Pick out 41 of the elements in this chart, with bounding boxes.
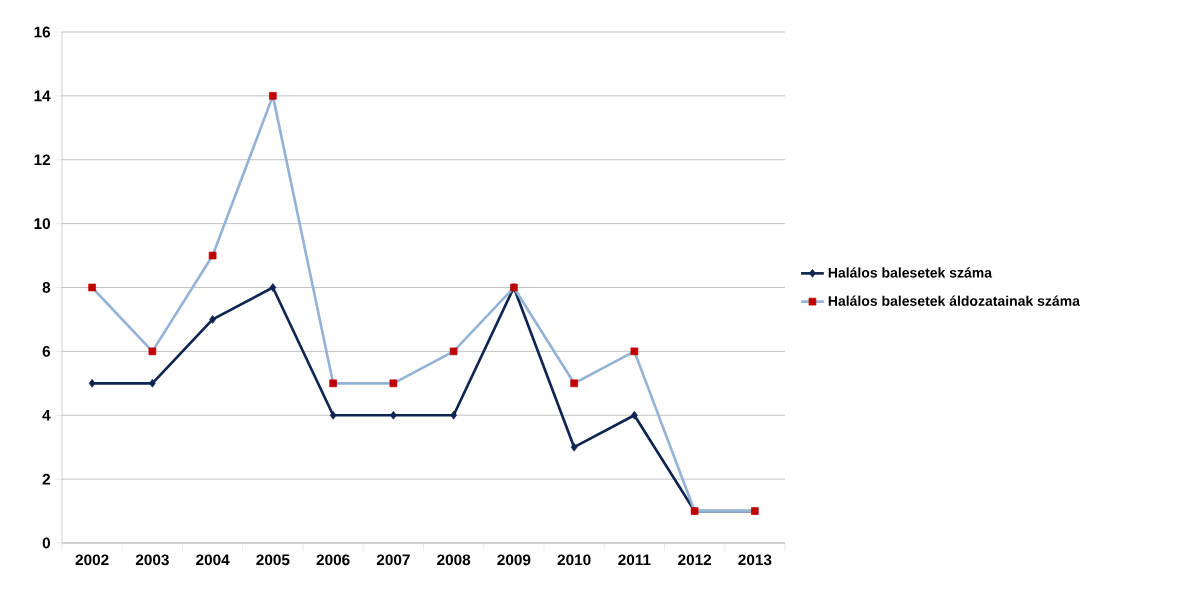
y-tick-label: 6 — [42, 345, 51, 357]
legend-label: Halálos balesetek száma — [828, 267, 993, 278]
point — [269, 92, 277, 100]
x-tick-label: 2002 — [75, 554, 109, 566]
point — [450, 410, 457, 420]
x-tick-label: 2009 — [497, 554, 531, 566]
x-tick-label: 2005 — [256, 554, 290, 566]
point — [570, 379, 578, 388]
x-tick-label: 2008 — [437, 554, 471, 566]
point — [209, 315, 216, 324]
x-tick-label: 2012 — [678, 554, 712, 566]
y-tick-label: 16 — [34, 26, 51, 38]
y-tick-label: 12 — [34, 154, 50, 166]
point — [329, 379, 337, 388]
point — [630, 347, 639, 356]
x-tick-label: 2011 — [618, 554, 651, 566]
x-tick-label: 2006 — [316, 554, 350, 566]
point — [208, 251, 217, 260]
point — [631, 410, 638, 420]
legend-label: Halálos balesetek áldozatainak száma — [828, 295, 1081, 306]
y-tick-label: 14 — [34, 90, 51, 102]
point — [389, 379, 398, 388]
point — [148, 347, 157, 356]
x-tick-label: 2010 — [557, 554, 591, 566]
x-tick-label: 2004 — [196, 554, 230, 566]
x-tick-label: 2007 — [376, 554, 410, 566]
x-tick-label: 2013 — [738, 554, 772, 566]
point — [269, 283, 277, 292]
y-tick-label: 4 — [42, 409, 51, 421]
point — [88, 378, 96, 388]
point — [449, 347, 458, 356]
x-tick-label: 2003 — [135, 554, 169, 566]
point — [88, 283, 96, 292]
point — [570, 442, 578, 452]
point — [329, 410, 337, 420]
point — [149, 378, 156, 388]
y-tick-label: 10 — [34, 218, 50, 230]
y-tick-label: 8 — [42, 282, 51, 293]
point — [390, 410, 397, 420]
y-tick-label: 2 — [42, 473, 50, 485]
y-tick-label: 0 — [42, 537, 50, 549]
